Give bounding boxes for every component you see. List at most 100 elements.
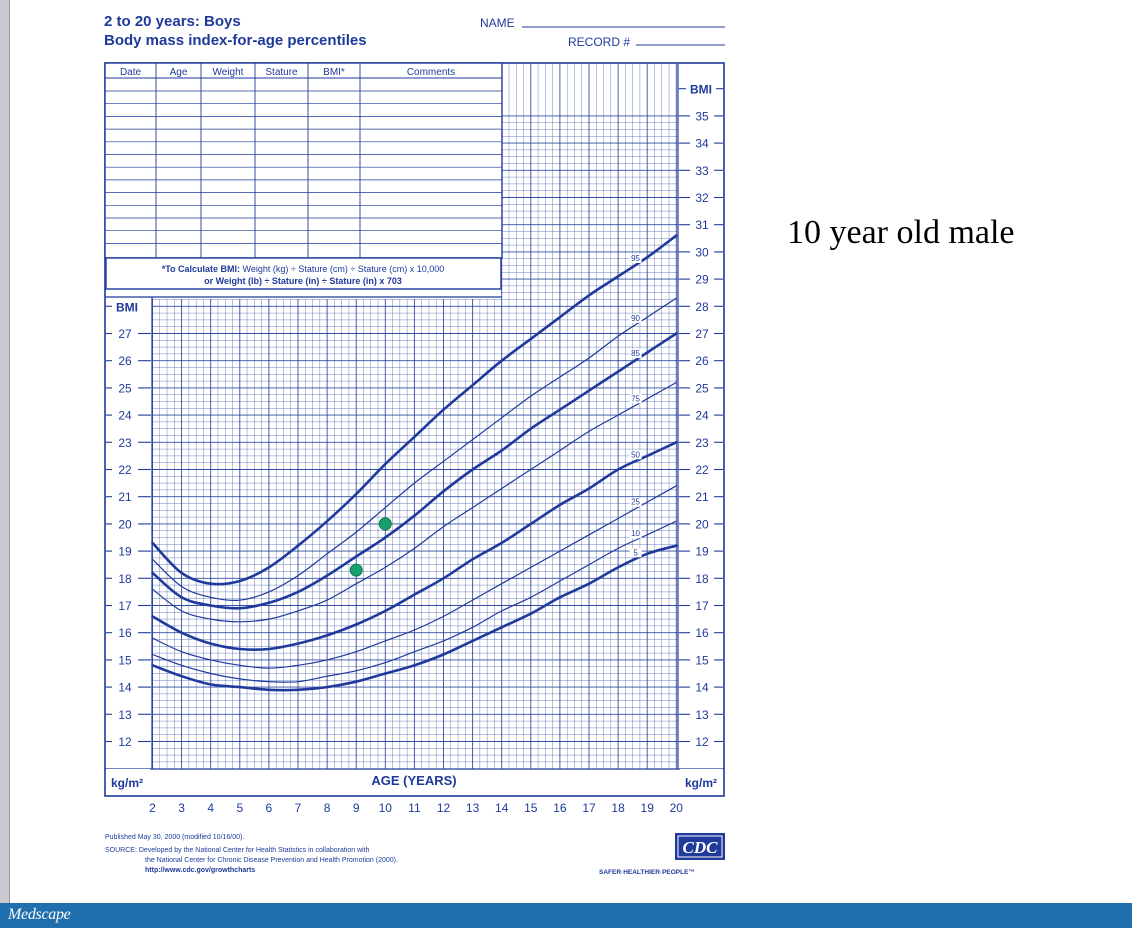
cdc-logo-text: CDC bbox=[683, 838, 719, 857]
y-tick-label-right: 19 bbox=[695, 545, 709, 559]
y-tick-bg bbox=[690, 680, 714, 695]
y-tick-bg bbox=[112, 435, 138, 450]
percentile-curve-75 bbox=[151, 381, 677, 623]
y-tick-bg bbox=[690, 652, 714, 667]
recording-table: Date Age Weight Stature BMI* Comments bbox=[104, 62, 503, 259]
y-tick-bg bbox=[690, 571, 714, 586]
y-tick-label-left: 14 bbox=[118, 681, 132, 695]
y-tick-label-left: 19 bbox=[118, 545, 132, 559]
y-tick-label-right: 23 bbox=[695, 436, 709, 450]
y-tick-bg bbox=[690, 217, 714, 232]
y-tick-bg bbox=[690, 462, 714, 477]
y-tick-label-right: 33 bbox=[695, 164, 709, 178]
percentile-label-90: 90 bbox=[631, 314, 640, 323]
percentile-curve-5 bbox=[151, 544, 678, 692]
percentile-label-bg bbox=[629, 529, 642, 539]
data-point-1 bbox=[349, 563, 363, 577]
x-tick-label: 6 bbox=[266, 801, 273, 815]
y-tick-label-left: 25 bbox=[118, 381, 132, 395]
y-tick-bg bbox=[112, 353, 138, 368]
x-tick-label: 5 bbox=[236, 801, 243, 815]
y-tick-label-right: 27 bbox=[695, 327, 709, 341]
side-caption: 10 year old male bbox=[787, 214, 1015, 251]
x-tick-label: 17 bbox=[582, 801, 596, 815]
unit-box-right bbox=[680, 769, 723, 795]
y-tick-label-right: 14 bbox=[695, 681, 709, 695]
y-tick-label-left: 17 bbox=[118, 599, 132, 613]
y-tick-bg bbox=[112, 734, 138, 749]
formula-line-1-bold: *To Calculate BMI: bbox=[162, 264, 240, 274]
percentile-label-25: 25 bbox=[631, 498, 640, 507]
x-tick-label: 4 bbox=[207, 801, 214, 815]
chart-title: 2 to 20 years: Boys bbox=[104, 13, 241, 30]
y-tick-bg bbox=[690, 190, 714, 205]
formula-line-2: or Weight (lb) ÷ Stature (in) ÷ Stature … bbox=[204, 276, 402, 286]
x-tick-label: 14 bbox=[495, 801, 509, 815]
y-tick-label-left: 12 bbox=[118, 735, 132, 749]
y-tick-label-left: 27 bbox=[118, 327, 132, 341]
y-tick-bg bbox=[112, 462, 138, 477]
y-tick-bg bbox=[690, 380, 714, 395]
y-tick-label-left: 16 bbox=[118, 626, 132, 640]
y-tick-label-left: 18 bbox=[118, 572, 132, 586]
y-tick-label-right: 18 bbox=[695, 572, 709, 586]
percentile-label-95: 95 bbox=[631, 254, 640, 263]
percentile-label-5: 5 bbox=[633, 548, 638, 557]
y-tick-label-right: 22 bbox=[695, 463, 709, 477]
y-tick-label-right: 13 bbox=[695, 708, 709, 722]
y-tick-bg bbox=[112, 326, 138, 341]
y-tick-label-right: 16 bbox=[695, 626, 709, 640]
y-tick-label-right: 24 bbox=[695, 409, 709, 423]
table-header-age: Age bbox=[170, 67, 188, 78]
bmi-label-bg-right bbox=[686, 80, 716, 97]
y-tick-label-right: 29 bbox=[695, 273, 709, 287]
y-tick-label-right: 12 bbox=[695, 735, 709, 749]
y-tick-label-left: 24 bbox=[118, 409, 132, 423]
y-tick-bg bbox=[690, 353, 714, 368]
record-label: RECORD # bbox=[568, 35, 630, 49]
y-tick-bg bbox=[690, 136, 714, 151]
x-tick-label: 19 bbox=[641, 801, 655, 815]
percentile-label-bg bbox=[629, 349, 642, 359]
y-tick-label-right: 34 bbox=[695, 137, 709, 151]
axis-layer: 12131415161718192021222324252627BMI12131… bbox=[106, 80, 723, 815]
cdc-tagline: SAFER·HEALTHIER·PEOPLE™ bbox=[599, 869, 695, 876]
y-tick-label-left: 13 bbox=[118, 708, 132, 722]
unit-label-right: kg/m² bbox=[685, 776, 717, 790]
source-line-1: SOURCE: Developed by the National Center… bbox=[105, 847, 370, 854]
y-tick-label-right: 20 bbox=[695, 517, 709, 531]
y-tick-bg bbox=[690, 435, 714, 450]
y-tick-bg bbox=[690, 489, 714, 504]
data-point-2 bbox=[378, 517, 392, 531]
source-line-2: the National Center for Chronic Disease … bbox=[145, 857, 398, 864]
percentile-label-bg bbox=[629, 450, 642, 460]
y-tick-label-right: 25 bbox=[695, 381, 709, 395]
y-tick-bg bbox=[690, 408, 714, 423]
y-tick-bg bbox=[112, 489, 138, 504]
y-tick-label-left: 20 bbox=[118, 517, 132, 531]
y-tick-bg bbox=[112, 544, 138, 559]
x-tick-label: 13 bbox=[466, 801, 480, 815]
table-header-date: Date bbox=[120, 67, 142, 78]
y-tick-bg bbox=[690, 299, 714, 314]
table-header-weight: Weight bbox=[213, 67, 244, 78]
y-tick-label-left: 21 bbox=[118, 490, 132, 504]
y-tick-bg bbox=[690, 108, 714, 123]
published-note: Published May 30, 2000 (modified 10/16/0… bbox=[105, 834, 244, 841]
source-url[interactable]: http://www.cdc.gov/growthcharts bbox=[145, 867, 255, 874]
table-header-bmi: BMI* bbox=[323, 67, 345, 78]
percentile-curve-90 bbox=[151, 297, 677, 601]
window-left-edge bbox=[0, 0, 10, 903]
x-tick-label: 16 bbox=[553, 801, 567, 815]
percentile-label-bg bbox=[629, 548, 642, 558]
y-tick-bg bbox=[112, 707, 138, 722]
x-tick-label: 7 bbox=[295, 801, 302, 815]
unit-label-left: kg/m² bbox=[111, 776, 143, 790]
percentile-curve-25 bbox=[151, 485, 677, 669]
y-tick-bg bbox=[112, 598, 138, 613]
x-tick-label: 12 bbox=[437, 801, 451, 815]
y-tick-label-left: 15 bbox=[118, 653, 132, 667]
y-tick-label-left: 26 bbox=[118, 354, 132, 368]
formula-line-1-rest: Weight (kg) ÷ Stature (cm) ÷ Stature (cm… bbox=[240, 264, 444, 274]
y-tick-label-right: 26 bbox=[695, 354, 709, 368]
